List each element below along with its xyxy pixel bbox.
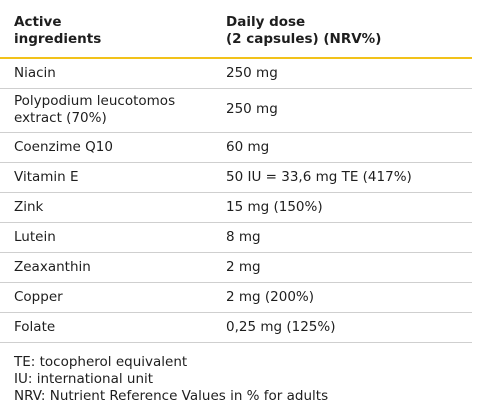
ingredient-dose: 15 mg (150%) <box>226 199 323 215</box>
footnotes: TE: tocopherol equivalent IU: internatio… <box>14 354 328 405</box>
table-row: Polypodium leucotomos extract (70%) 250 … <box>0 89 472 133</box>
table-row: Coenzime Q10 60 mg <box>0 133 472 163</box>
header-ingredients: Active ingredients <box>14 14 102 47</box>
ingredient-dose: 250 mg <box>226 65 278 81</box>
ingredient-name: Zink <box>14 199 44 215</box>
ingredient-dose: 2 mg (200%) <box>226 289 315 305</box>
table-row: Lutein 8 mg <box>0 223 472 253</box>
ingredient-name: Coenzime Q10 <box>14 139 113 155</box>
table-row: Vitamin E 50 IU = 33,6 mg TE (417%) <box>0 163 472 193</box>
footnote-iu: IU: international unit <box>14 371 154 387</box>
footnote-nrv: NRV: Nutrient Reference Values in % for … <box>14 388 329 404</box>
table-row: Zeaxanthin 2 mg <box>0 253 472 283</box>
header-daily-dose: Daily dose (2 capsules) (NRV%) <box>226 14 382 47</box>
ingredient-dose: 50 IU = 33,6 mg TE (417%) <box>226 169 412 185</box>
table-row: Niacin 250 mg <box>0 59 472 89</box>
ingredient-dose: 0,25 mg (125%) <box>226 319 336 335</box>
ingredient-name: Lutein <box>14 229 56 245</box>
ingredient-name: Copper <box>14 289 63 305</box>
ingredient-name: Zeaxanthin <box>14 259 91 275</box>
table-row: Zink 15 mg (150%) <box>0 193 472 223</box>
ingredient-dose: 250 mg <box>226 101 278 117</box>
table-header: Active ingredients Daily dose (2 capsule… <box>0 0 472 59</box>
ingredient-dose: 2 mg <box>226 259 261 275</box>
ingredient-name: Vitamin E <box>14 169 79 185</box>
table-row: Folate 0,25 mg (125%) <box>0 313 472 343</box>
ingredient-dose: 8 mg <box>226 229 261 245</box>
ingredient-name: Niacin <box>14 65 56 81</box>
ingredient-name: Polypodium leucotomos extract (70%) <box>14 93 176 126</box>
ingredient-name: Folate <box>14 319 56 335</box>
ingredients-table: Active ingredients Daily dose (2 capsule… <box>0 0 472 343</box>
footnote-te: TE: tocopherol equivalent <box>14 354 188 370</box>
table-row: Copper 2 mg (200%) <box>0 283 472 313</box>
ingredient-dose: 60 mg <box>226 139 270 155</box>
